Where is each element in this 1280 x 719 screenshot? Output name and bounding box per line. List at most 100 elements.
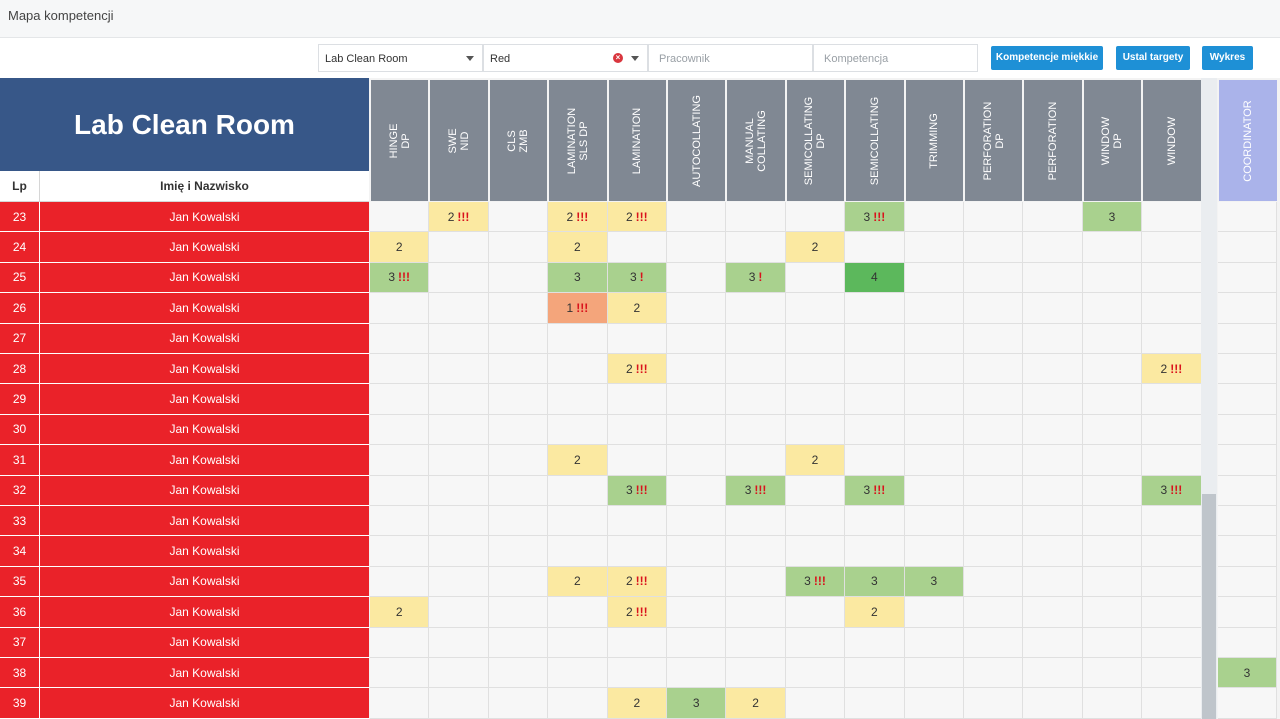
- competence-cell[interactable]: [1082, 566, 1143, 598]
- employee-name[interactable]: Jan Kowalski: [40, 536, 369, 567]
- competence-cell[interactable]: [429, 597, 489, 628]
- chart-button[interactable]: Wykres: [1202, 46, 1253, 70]
- competence-cell[interactable]: 2: [548, 566, 608, 598]
- competence-cell[interactable]: [1023, 323, 1083, 354]
- competence-cell[interactable]: [429, 354, 489, 385]
- competence-cell[interactable]: [964, 597, 1024, 628]
- employee-name[interactable]: Jan Kowalski: [40, 202, 369, 233]
- employee-name[interactable]: Jan Kowalski: [40, 323, 369, 354]
- competence-cell[interactable]: [607, 232, 667, 263]
- competence-cell[interactable]: [429, 536, 489, 567]
- competence-cell[interactable]: [845, 414, 905, 446]
- competence-cell[interactable]: 3!!!: [785, 566, 846, 598]
- competence-cell[interactable]: [1023, 658, 1083, 689]
- competence-cell[interactable]: [785, 597, 846, 628]
- competence-cell[interactable]: [726, 232, 786, 263]
- competence-cell[interactable]: 3!!!: [607, 475, 667, 506]
- competence-cell[interactable]: [964, 475, 1024, 506]
- competence-cell[interactable]: 2!!!: [1142, 354, 1202, 385]
- employee-name[interactable]: Jan Kowalski: [40, 445, 369, 476]
- competence-cell[interactable]: [429, 688, 489, 719]
- competence-cell[interactable]: [429, 475, 489, 506]
- competence-cell[interactable]: [904, 536, 964, 567]
- coordinator-cell[interactable]: [1218, 262, 1277, 294]
- competence-cell[interactable]: [904, 475, 964, 506]
- competence-cell[interactable]: 3: [845, 566, 905, 598]
- competence-cell[interactable]: [964, 232, 1024, 263]
- competence-cell[interactable]: [667, 597, 727, 628]
- competence-cell[interactable]: 2: [370, 597, 430, 628]
- competence-cell[interactable]: 2!!!: [607, 354, 667, 385]
- competence-cell[interactable]: [548, 627, 608, 658]
- competence-cell[interactable]: [726, 536, 786, 567]
- employee-name[interactable]: Jan Kowalski: [40, 262, 369, 294]
- competence-cell[interactable]: [667, 202, 727, 233]
- competence-cell[interactable]: [904, 414, 964, 446]
- coordinator-cell[interactable]: [1218, 627, 1277, 658]
- competence-cell[interactable]: 2: [785, 445, 846, 476]
- competence-cell[interactable]: 2: [607, 688, 667, 719]
- competence-cell[interactable]: [845, 627, 905, 658]
- coordinator-cell[interactable]: [1218, 506, 1277, 537]
- competence-cell[interactable]: [429, 232, 489, 263]
- competence-cell[interactable]: 3!!!: [726, 475, 786, 506]
- vertical-scrollbar[interactable]: [1201, 78, 1217, 719]
- competence-cell[interactable]: [845, 384, 905, 415]
- competence-cell[interactable]: [904, 354, 964, 385]
- competence-cell[interactable]: [1082, 414, 1143, 446]
- competence-cell[interactable]: [785, 658, 846, 689]
- competence-cell[interactable]: [1082, 506, 1143, 537]
- competence-cell[interactable]: [964, 688, 1024, 719]
- coordinator-cell[interactable]: 3: [1218, 658, 1277, 689]
- competence-cell[interactable]: [1023, 475, 1083, 506]
- competence-cell[interactable]: [667, 232, 727, 263]
- competence-cell[interactable]: [1023, 293, 1083, 324]
- employee-name[interactable]: Jan Kowalski: [40, 354, 369, 385]
- employee-name[interactable]: Jan Kowalski: [40, 384, 369, 415]
- competence-cell[interactable]: [370, 475, 430, 506]
- competence-cell[interactable]: [548, 506, 608, 537]
- competence-cell[interactable]: 2: [607, 293, 667, 324]
- competence-cell[interactable]: [1023, 232, 1083, 263]
- competence-cell[interactable]: [607, 536, 667, 567]
- competence-cell[interactable]: [1082, 627, 1143, 658]
- competence-cell[interactable]: [785, 354, 846, 385]
- competence-cell[interactable]: [845, 688, 905, 719]
- competence-cell[interactable]: [785, 475, 846, 506]
- competence-cell[interactable]: [1082, 658, 1143, 689]
- competence-cell[interactable]: [1082, 475, 1143, 506]
- competence-cell[interactable]: [1142, 232, 1202, 263]
- competence-cell[interactable]: [1082, 597, 1143, 628]
- competence-cell[interactable]: [1023, 445, 1083, 476]
- competence-cell[interactable]: [1142, 536, 1202, 567]
- coordinator-cell[interactable]: [1218, 475, 1277, 506]
- competence-cell[interactable]: [1023, 354, 1083, 385]
- competence-cell[interactable]: [1142, 323, 1202, 354]
- competence-cell[interactable]: [429, 658, 489, 689]
- competence-cell[interactable]: [429, 566, 489, 598]
- competence-cell[interactable]: [1142, 445, 1202, 476]
- competence-cell[interactable]: [1142, 658, 1202, 689]
- competence-cell[interactable]: [845, 354, 905, 385]
- set-targets-button[interactable]: Ustal targety: [1116, 46, 1190, 70]
- competence-cell[interactable]: [726, 627, 786, 658]
- competence-cell[interactable]: [429, 506, 489, 537]
- competence-cell[interactable]: [548, 384, 608, 415]
- competence-cell[interactable]: 3: [904, 566, 964, 598]
- competence-cell[interactable]: [904, 658, 964, 689]
- competence-cell[interactable]: [1023, 536, 1083, 567]
- competence-cell[interactable]: [964, 506, 1024, 537]
- competence-cell[interactable]: [904, 445, 964, 476]
- coordinator-cell[interactable]: [1218, 293, 1277, 324]
- competence-cell[interactable]: [845, 506, 905, 537]
- competence-cell[interactable]: [964, 384, 1024, 415]
- competence-cell[interactable]: [488, 202, 549, 233]
- competence-cell[interactable]: [488, 506, 549, 537]
- competence-cell[interactable]: [548, 658, 608, 689]
- competence-cell[interactable]: [667, 566, 727, 598]
- competence-cell[interactable]: [370, 445, 430, 476]
- employee-name[interactable]: Jan Kowalski: [40, 232, 369, 263]
- competence-cell[interactable]: [429, 262, 489, 294]
- employee-name[interactable]: Jan Kowalski: [40, 506, 369, 537]
- competence-cell[interactable]: [726, 445, 786, 476]
